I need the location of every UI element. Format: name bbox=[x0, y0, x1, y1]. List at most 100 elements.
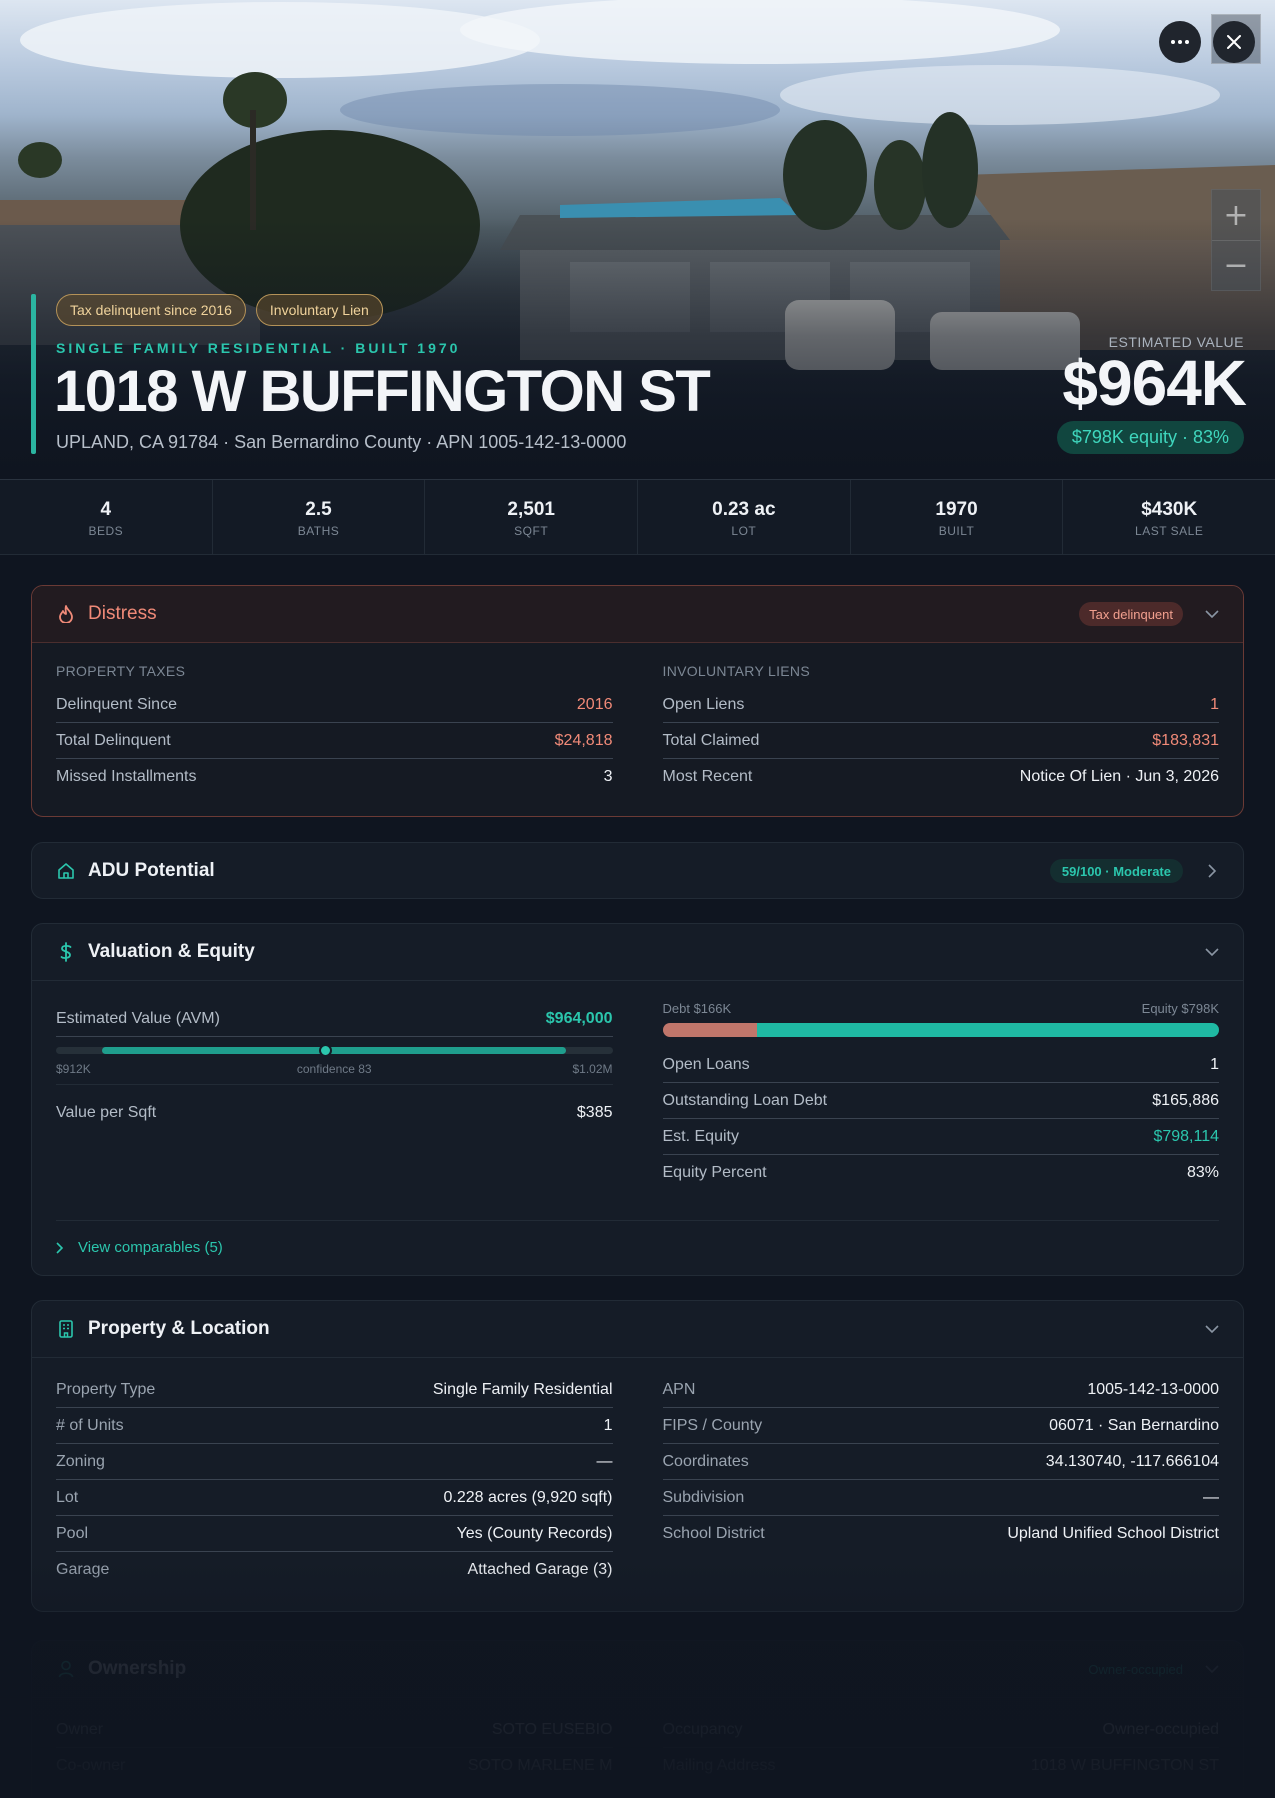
stat-label: SQFT bbox=[514, 524, 549, 538]
stat-last-sale: $430K LAST SALE bbox=[1063, 480, 1275, 554]
chevron-down-icon[interactable] bbox=[1205, 1662, 1219, 1676]
avm-row: Estimated Value (AVM) $964,000 bbox=[56, 1001, 613, 1037]
property-location-card: Property & Location Property Type Single … bbox=[31, 1300, 1244, 1612]
involuntary-liens-section: INVOLUNTARY LIENS Open Liens 1 Total Clai… bbox=[662, 663, 1219, 795]
detail-row: Garage Attached Garage (3) bbox=[56, 1552, 613, 1588]
property-body: Property Type Single Family Residential #… bbox=[32, 1357, 1243, 1588]
row-key: Pool bbox=[56, 1524, 89, 1542]
row-value: $165,886 bbox=[1152, 1091, 1219, 1109]
detail-row: Pool Yes (County Records) bbox=[56, 1516, 613, 1552]
involuntary-lien-badge: Involuntary Lien bbox=[255, 294, 383, 326]
row-key: Open Liens bbox=[662, 695, 745, 713]
distress-header[interactable]: Distress Tax delinquent bbox=[32, 586, 1243, 642]
detail-row: Missed Installments 3 bbox=[56, 759, 613, 795]
row-key: Delinquent Since bbox=[56, 695, 177, 713]
row-value: 34.130740, -117.666104 bbox=[1045, 1452, 1219, 1470]
property-header[interactable]: Property & Location bbox=[32, 1301, 1243, 1357]
detail-row: Total Claimed $183,831 bbox=[662, 723, 1219, 759]
row-value: 1 bbox=[1210, 1055, 1219, 1073]
equity-pill: $798K equity · 83% bbox=[1056, 421, 1244, 454]
chevron-down-icon[interactable] bbox=[1205, 607, 1219, 621]
zoom-in-button[interactable]: + bbox=[1223, 197, 1249, 233]
distress-title: Distress bbox=[88, 603, 157, 624]
stat-beds: 4 BEDS bbox=[0, 480, 213, 554]
more-options-button[interactable] bbox=[1159, 21, 1201, 63]
owner-occupied-badge: Owner-occupied bbox=[1088, 1661, 1183, 1677]
key-stats-bar: 4 BEDS 2.5 BATHS 2,501 SQFT 0.23 ac LOT 1970… bbox=[0, 479, 1275, 555]
row-key: # of Units bbox=[56, 1416, 124, 1434]
valuation-body: Estimated Value (AVM) $964,000 $912K con… bbox=[32, 980, 1243, 1191]
adu-header[interactable]: ADU Potential 59/100 · Moderate bbox=[32, 843, 1243, 898]
row-value: 3 bbox=[603, 768, 613, 785]
row-key: Most Recent bbox=[662, 768, 753, 785]
row-key: Equity Percent bbox=[662, 1164, 767, 1181]
stat-label: LOT bbox=[731, 524, 757, 538]
ownership-body: Owner SOTO EUSEBIO Co-owner SOTO MARLENE M… bbox=[32, 1697, 1243, 1784]
row-key: Property Type bbox=[56, 1380, 156, 1398]
avm-range-fill bbox=[102, 1047, 567, 1054]
property-left-column: Property Type Single Family Residential #… bbox=[56, 1372, 613, 1588]
estimated-value: $964K bbox=[1062, 347, 1247, 419]
map-zoom-control: + − bbox=[1211, 189, 1261, 291]
row-value: Yes (County Records) bbox=[456, 1524, 613, 1542]
row-value: SOTO MARLENE M bbox=[467, 1757, 613, 1774]
valuation-header[interactable]: Valuation & Equity bbox=[32, 924, 1243, 980]
row-value: Attached Garage (3) bbox=[467, 1561, 613, 1578]
section-label: INVOLUNTARY LIENS bbox=[662, 663, 810, 679]
row-value: 06071 · San Bernardino bbox=[1049, 1416, 1219, 1434]
chevron-down-icon[interactable] bbox=[1205, 945, 1219, 959]
detail-row: Outstanding Loan Debt $165,886 bbox=[662, 1083, 1219, 1119]
property-subline: UPLAND, CA 91784 · San Bernardino County… bbox=[56, 432, 627, 452]
ownership-left-column: Owner SOTO EUSEBIO Co-owner SOTO MARLENE M bbox=[56, 1712, 613, 1784]
row-value: SOTO EUSEBIO bbox=[491, 1720, 613, 1738]
row-value: Single Family Residential bbox=[432, 1380, 613, 1398]
row-value: 2016 bbox=[576, 695, 613, 713]
detail-row: School District Upland Unified School Dis… bbox=[663, 1516, 1220, 1552]
close-button[interactable] bbox=[1213, 21, 1255, 63]
row-key: Value per Sqft bbox=[56, 1104, 157, 1121]
detail-row: Est. Equity $798,114 bbox=[662, 1119, 1219, 1155]
row-key: School District bbox=[662, 1525, 765, 1542]
stat-value: 2,501 bbox=[507, 499, 555, 520]
equity-segment bbox=[757, 1023, 1219, 1037]
chevron-down-icon[interactable] bbox=[1205, 1322, 1219, 1336]
estimated-value-label: ESTIMATED VALUE bbox=[1108, 334, 1244, 350]
row-value: — bbox=[1203, 1488, 1219, 1506]
hero-photo-header: + − Tax delinquent since 2016 Involuntar… bbox=[0, 0, 1275, 479]
avm-estimate-marker bbox=[318, 1044, 332, 1057]
avm-range-labels: $912K confidence 83 $1.02M bbox=[56, 1062, 613, 1080]
row-value: 83% bbox=[1186, 1164, 1219, 1181]
detail-row: Property Type Single Family Residential bbox=[56, 1372, 613, 1408]
row-value: $183,831 bbox=[1152, 731, 1219, 749]
row-value: Upland Unified School District bbox=[1007, 1525, 1219, 1542]
row-key: Garage bbox=[56, 1561, 110, 1578]
detail-row: APN 1005-142-13-0000 bbox=[662, 1372, 1219, 1408]
detail-row: Open Liens 1 bbox=[662, 687, 1219, 723]
property-right-column: APN 1005-142-13-0000 FIPS / County 06071 ·… bbox=[662, 1372, 1220, 1588]
row-value: $24,818 bbox=[554, 731, 613, 749]
user-icon bbox=[56, 1659, 76, 1679]
row-key: Coordinates bbox=[662, 1452, 749, 1470]
row-key: Zoning bbox=[56, 1452, 105, 1470]
adu-potential-card[interactable]: ADU Potential 59/100 · Moderate bbox=[31, 842, 1244, 899]
zoom-out-button[interactable]: − bbox=[1212, 240, 1260, 290]
avm-section: Estimated Value (AVM) $964,000 $912K con… bbox=[56, 1001, 613, 1191]
chevron-right-icon[interactable] bbox=[1205, 864, 1219, 878]
detail-row: Total Delinquent $24,818 bbox=[56, 723, 613, 759]
row-key: APN bbox=[662, 1380, 696, 1398]
row-value: Owner-occupied bbox=[1102, 1720, 1220, 1738]
stat-baths: 2.5 BATHS bbox=[213, 480, 426, 554]
detail-row: Zoning — bbox=[56, 1444, 613, 1480]
detail-row: Open Loans 1 bbox=[662, 1047, 1219, 1083]
stat-label: LAST SALE bbox=[1135, 524, 1204, 538]
ownership-header[interactable]: Ownership Owner-occupied bbox=[32, 1641, 1243, 1697]
row-key: Outstanding Loan Debt bbox=[662, 1091, 828, 1109]
tax-delinquent-pill: Tax delinquent bbox=[1079, 602, 1183, 626]
debt-equity-labels: Debt $166K Equity $798K bbox=[663, 1001, 1220, 1016]
building-icon bbox=[56, 1319, 76, 1339]
property-address: 1018 W BUFFINGTON ST bbox=[54, 359, 711, 424]
distress-body: PROPERTY TAXES Delinquent Since 2016 Tota… bbox=[32, 642, 1243, 795]
detail-row: Co-owner SOTO MARLENE M bbox=[56, 1748, 613, 1784]
detail-row: # of Units 1 bbox=[56, 1408, 613, 1444]
view-comparables-link[interactable]: View comparables (5) bbox=[56, 1220, 1219, 1256]
